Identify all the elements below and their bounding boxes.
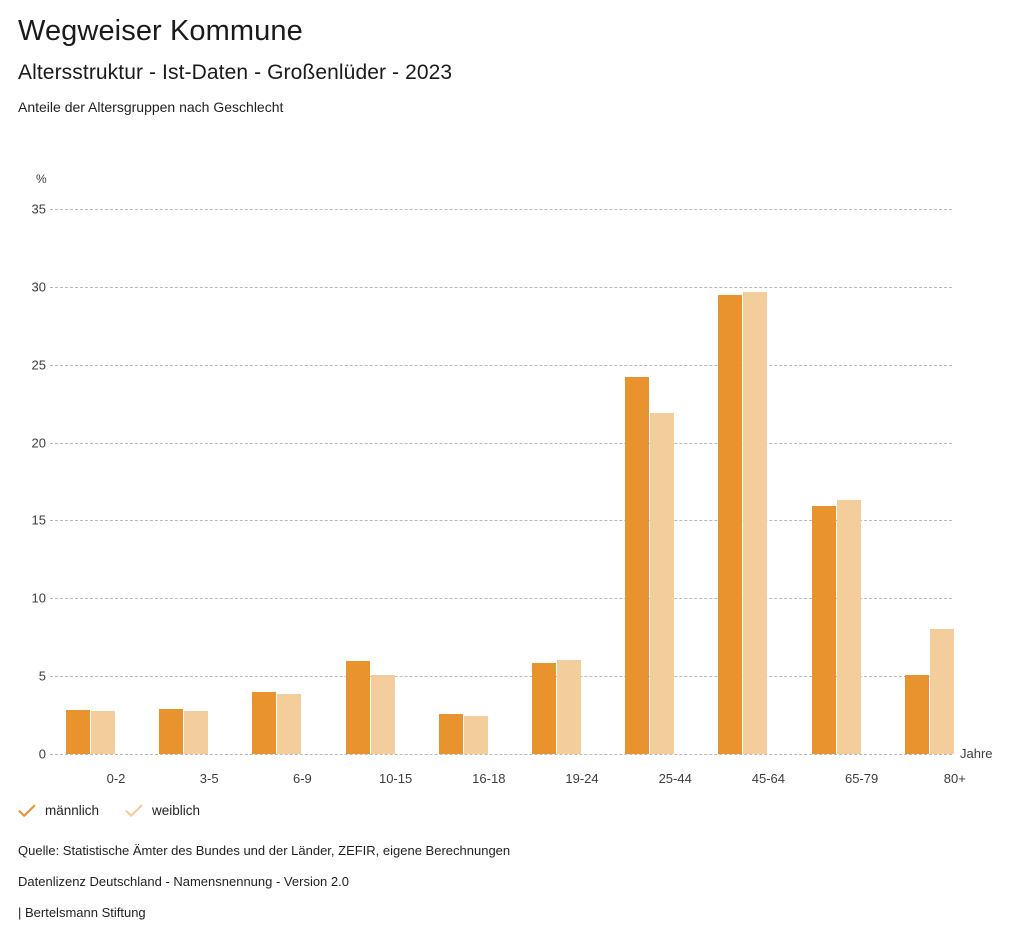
- y-axis-tick-label: 35: [31, 201, 46, 217]
- legend-item-female[interactable]: weiblich: [125, 803, 200, 818]
- bar-female[interactable]: [836, 500, 861, 754]
- bar-group: [811, 209, 862, 754]
- bar-male[interactable]: [904, 674, 929, 754]
- bar-female[interactable]: [929, 629, 954, 754]
- bar-male[interactable]: [532, 662, 556, 754]
- bar-group: [159, 209, 209, 754]
- gridline: [50, 442, 952, 444]
- x-axis-tick-label: 6-9: [292, 771, 312, 786]
- bar-male[interactable]: [252, 691, 277, 754]
- x-axis-tick-label: 0-2: [106, 771, 126, 786]
- bar-group: [718, 209, 768, 754]
- check-icon: [18, 804, 36, 818]
- y-axis-tick-label: 10: [31, 590, 46, 606]
- bar-female[interactable]: [650, 413, 675, 754]
- x-axis-tick-label: 16-18: [472, 771, 506, 786]
- x-axis-tick-label: 25-44: [658, 771, 692, 786]
- x-axis-tick-label: 65-79: [844, 771, 879, 786]
- bar-male[interactable]: [718, 294, 743, 754]
- gridline: [50, 286, 952, 288]
- chart-description: Anteile der Altersgruppen nach Geschlech…: [18, 99, 284, 115]
- bar-female[interactable]: [557, 659, 581, 754]
- bar-female[interactable]: [91, 711, 115, 754]
- bar-group: [438, 209, 489, 754]
- bar-group: [345, 209, 396, 754]
- x-axis-unit-label: Jahre: [960, 746, 993, 761]
- bar-male[interactable]: [625, 377, 650, 754]
- chart-footer: Quelle: Statistische Ämter des Bundes un…: [18, 842, 978, 935]
- publisher-note: | Bertelsmann Stiftung: [18, 905, 146, 920]
- bar-female[interactable]: [277, 694, 302, 754]
- chart-legend: männlich weiblich: [18, 803, 226, 818]
- bar-female[interactable]: [463, 715, 488, 754]
- bar-male[interactable]: [159, 708, 184, 754]
- chart-header: Wegweiser Kommune Altersstruktur - Ist-D…: [18, 14, 998, 116]
- gridline: [50, 676, 952, 678]
- plot-area: 0-2 3-5 6-9 10-15 16-18 19-24 25-44 45-64 65-79 8…: [50, 209, 966, 786]
- y-axis-tick-label: 25: [31, 357, 46, 373]
- bar-group: [625, 209, 675, 754]
- y-axis-tick-label: 5: [38, 668, 46, 684]
- x-axis-tick-label: 10-15: [378, 771, 413, 786]
- y-axis-unit-label: %: [36, 172, 47, 186]
- bar-female[interactable]: [370, 675, 395, 754]
- page-title: Wegweiser Kommune: [18, 15, 303, 47]
- bar-male[interactable]: [345, 660, 370, 754]
- legend-label: weiblich: [152, 803, 201, 818]
- bar-female[interactable]: [743, 291, 768, 754]
- gridline: [50, 364, 952, 366]
- bar-male[interactable]: [811, 506, 836, 754]
- gridline: [50, 754, 952, 755]
- bar-group: [252, 209, 302, 754]
- legend-item-male[interactable]: männlich: [18, 803, 99, 818]
- y-axis-tick-label: 20: [31, 435, 46, 451]
- license-note: Datenlizenz Deutschland - Namensnennung …: [18, 874, 349, 889]
- legend-label: männlich: [45, 803, 100, 818]
- gridline: [50, 598, 952, 600]
- y-axis-tick-label: 30: [31, 279, 46, 295]
- y-axis-tick-label: 0: [38, 746, 46, 762]
- x-axis-tick-label: 3-5: [199, 771, 219, 786]
- bar-female[interactable]: [184, 711, 209, 754]
- y-axis-tick-label: 15: [31, 512, 46, 528]
- chart-subtitle: Altersstruktur - Ist-Daten - Großenlüder…: [18, 61, 453, 84]
- bar-group: [532, 209, 582, 754]
- x-axis-tick-label: 80+: [943, 771, 966, 786]
- bar-male[interactable]: [438, 714, 463, 754]
- gridline: [50, 209, 952, 210]
- bar-male[interactable]: [66, 710, 90, 754]
- bar-group: [66, 209, 116, 754]
- x-axis-tick-label: 45-64: [751, 771, 786, 786]
- gridline: [50, 520, 952, 522]
- x-axis-tick-label: 19-24: [565, 771, 599, 786]
- source-note: Quelle: Statistische Ämter des Bundes un…: [18, 843, 511, 858]
- check-icon: [125, 804, 143, 818]
- bar-group: [904, 209, 955, 754]
